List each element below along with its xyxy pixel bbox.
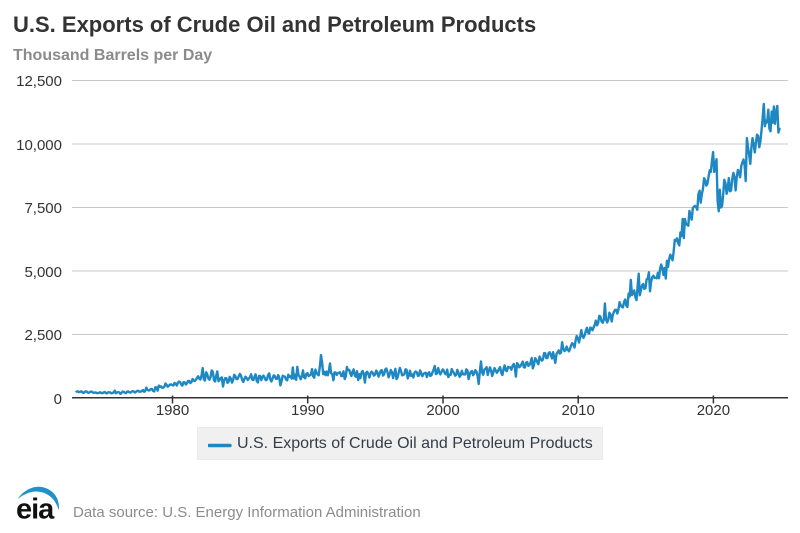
svg-text:eia: eia <box>16 493 55 525</box>
